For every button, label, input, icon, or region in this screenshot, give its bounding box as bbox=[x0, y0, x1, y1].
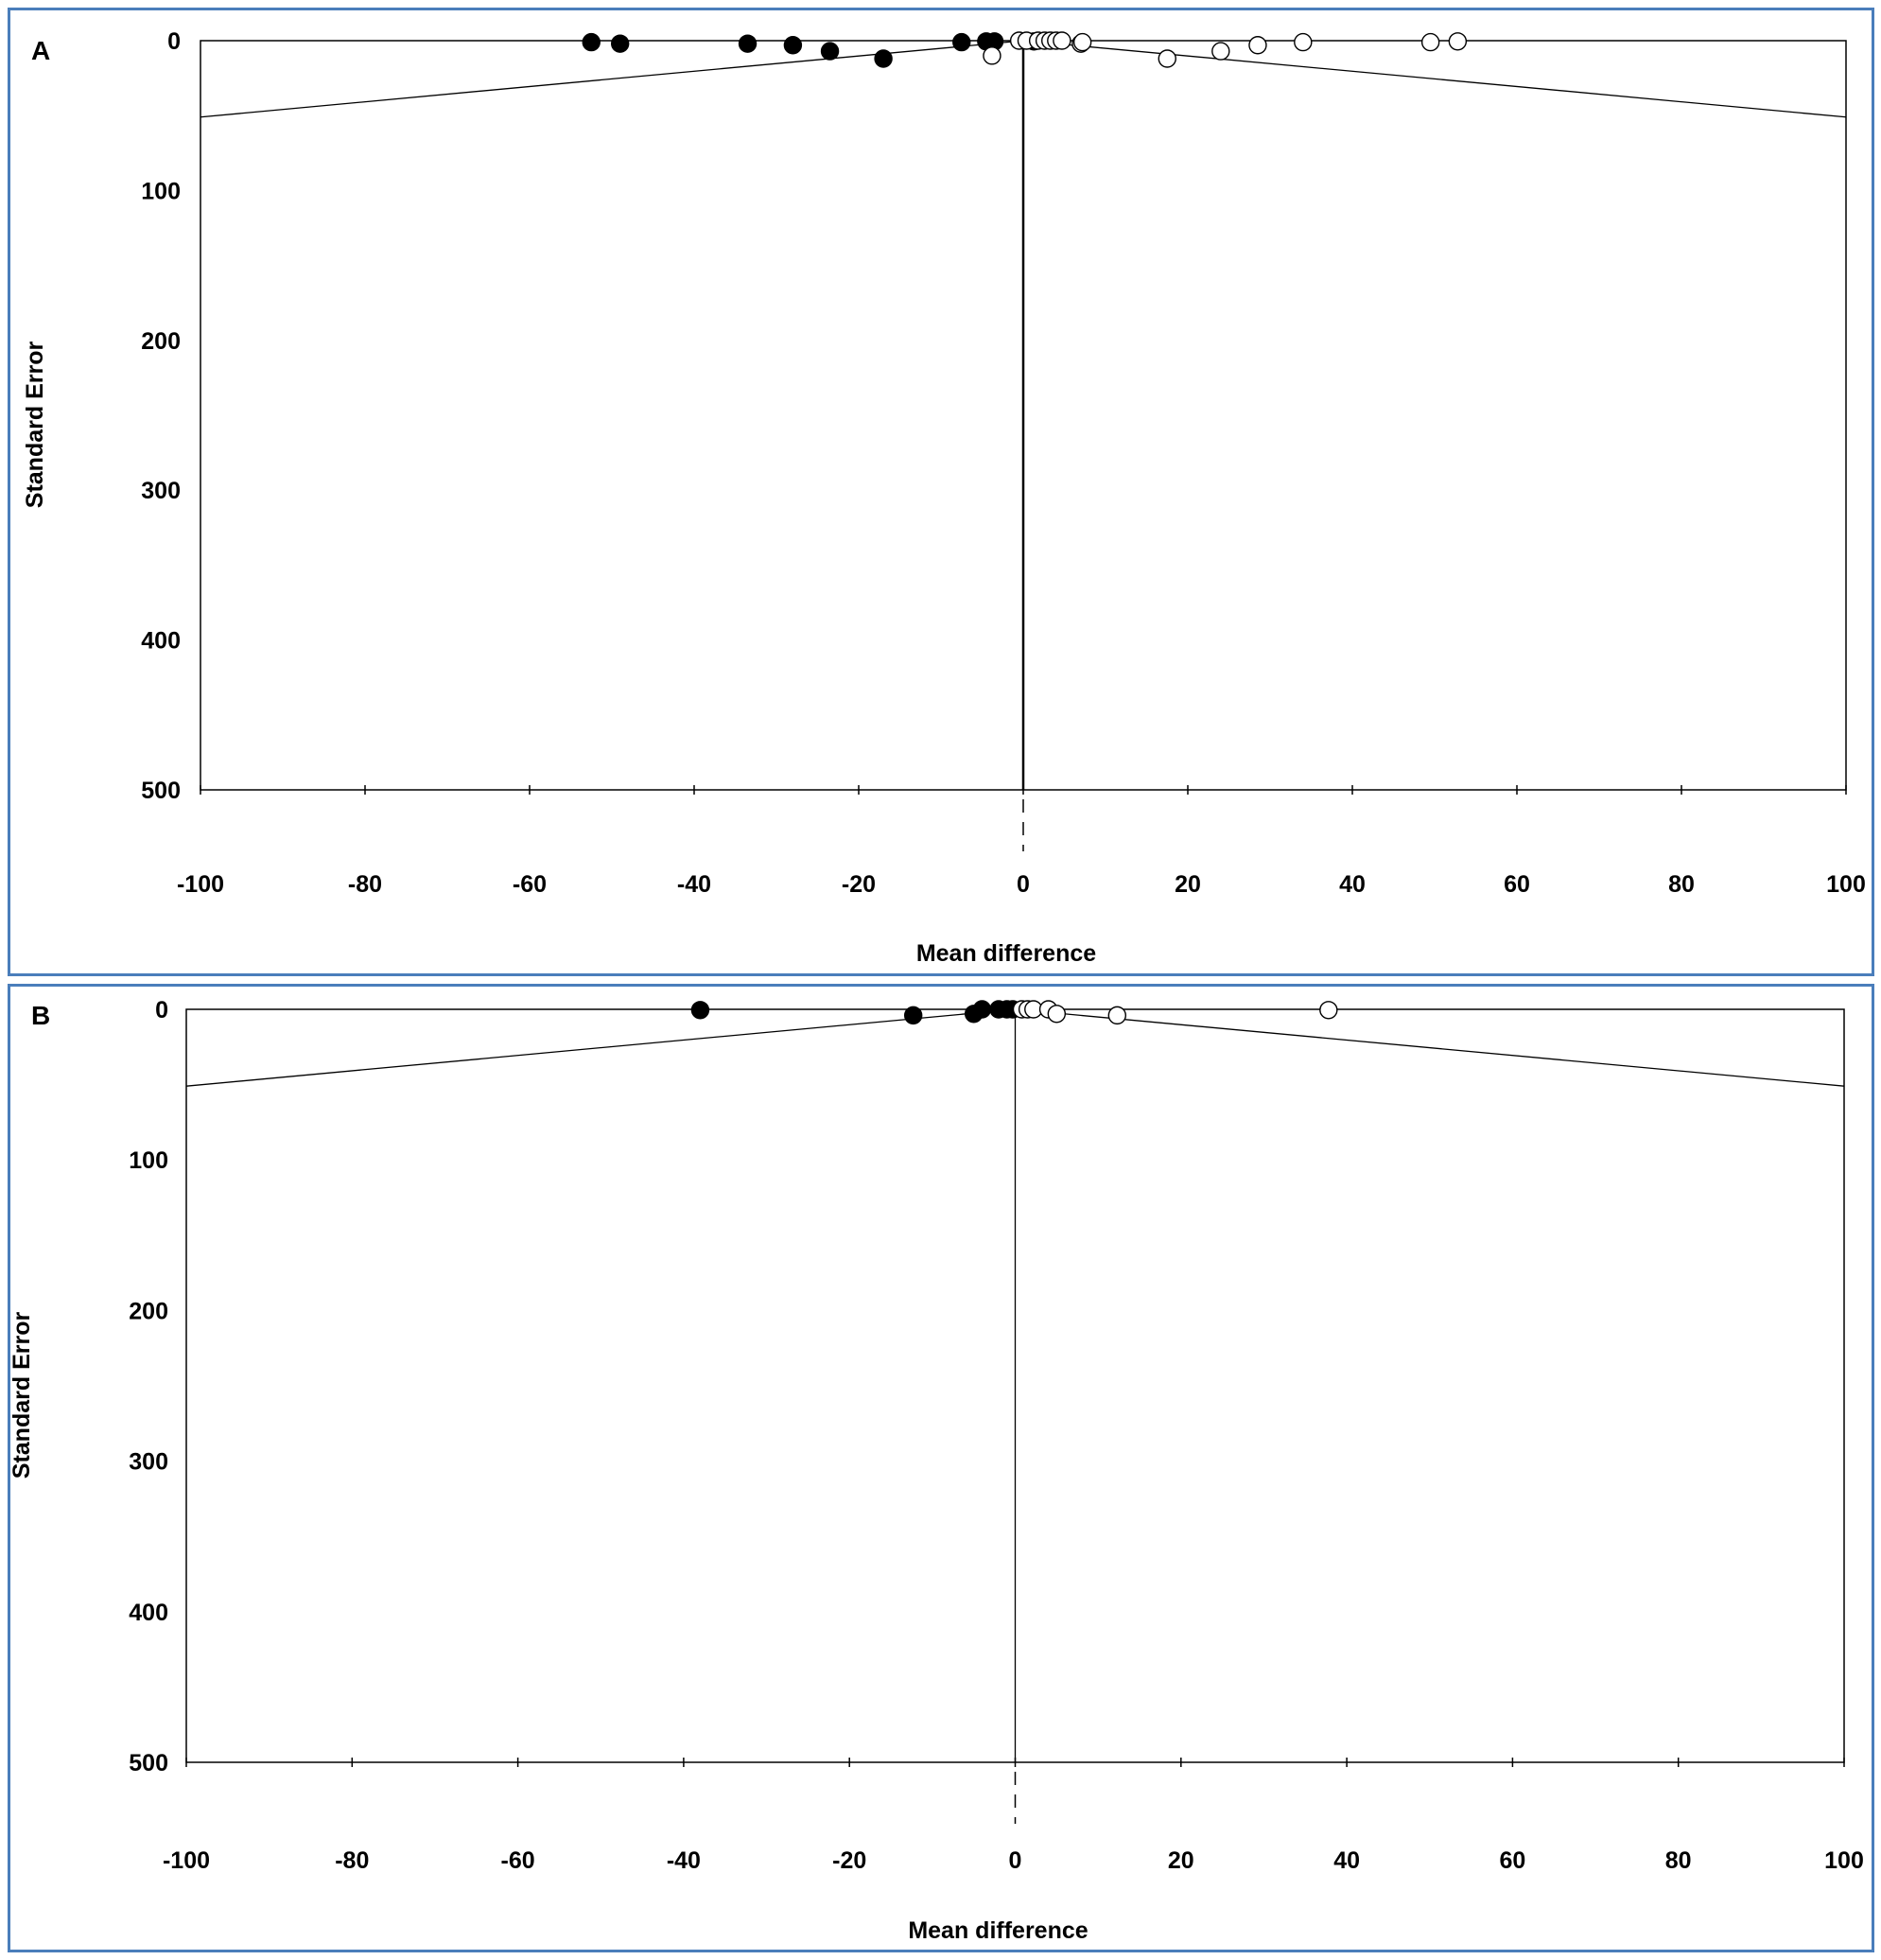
study-point-open bbox=[983, 46, 1001, 65]
study-point-open bbox=[1211, 42, 1230, 61]
study-point-filled bbox=[820, 42, 840, 61]
x-tick-label: 40 bbox=[1333, 1847, 1360, 1874]
y-axis-title: Standard Error bbox=[22, 341, 48, 509]
study-point-open bbox=[1294, 32, 1313, 52]
x-tick-label: 80 bbox=[1665, 1847, 1692, 1874]
x-tick-label: -20 bbox=[842, 871, 876, 898]
study-point-filled bbox=[952, 32, 971, 52]
panel-label: B bbox=[31, 1001, 50, 1030]
study-point-filled bbox=[783, 36, 803, 55]
y-tick-label: 100 bbox=[129, 1147, 168, 1174]
y-tick-label: 0 bbox=[167, 28, 181, 55]
funnel-plot-a-canvas: A -100 -80 -60 -40 -20 0 20 40 60 80 100 0 100 200 300 4… bbox=[22, 28, 1866, 967]
study-point-open bbox=[1053, 31, 1071, 50]
study-point-filled bbox=[611, 34, 630, 53]
x-tick-label: 100 bbox=[1826, 871, 1866, 898]
y-tick-label: 300 bbox=[141, 478, 181, 504]
y-tick-label: 0 bbox=[155, 997, 168, 1024]
x-tick-label: -60 bbox=[501, 1847, 535, 1874]
y-tick-label: 500 bbox=[141, 778, 181, 804]
study-point-filled bbox=[738, 34, 758, 53]
x-tick-label: -100 bbox=[163, 1847, 210, 1874]
x-tick-label: -80 bbox=[335, 1847, 369, 1874]
study-point-open bbox=[1107, 1006, 1127, 1025]
y-tick-label: 100 bbox=[141, 178, 181, 204]
study-point-filled bbox=[874, 49, 893, 68]
x-tick-label: -100 bbox=[177, 871, 224, 898]
x-axis-title: Mean difference bbox=[908, 1917, 1088, 1944]
study-point-open bbox=[1420, 32, 1440, 52]
study-point-open bbox=[1248, 36, 1267, 55]
study-point-open bbox=[1319, 1001, 1338, 1020]
study-point-filled bbox=[903, 1006, 923, 1025]
study-point-open bbox=[1072, 32, 1092, 52]
funnel-right-line bbox=[1022, 40, 1847, 118]
funnel-plot-a: A -100 -80 -60 -40 -20 0 20 40 60 80 100 0 100 200 300 4… bbox=[8, 8, 1874, 976]
study-point-open bbox=[1158, 49, 1176, 68]
panel-label: A bbox=[31, 36, 50, 65]
funnel-plot-b: B -100 -80 -60 -40 -20 0 20 40 60 80 100 0 100 200 300 4… bbox=[8, 984, 1874, 1952]
study-point-open bbox=[1047, 1005, 1067, 1024]
y-tick-label: 200 bbox=[141, 328, 181, 355]
x-tick-label: -40 bbox=[677, 871, 711, 898]
x-tick-label: 60 bbox=[1504, 871, 1530, 898]
x-tick-label: 40 bbox=[1339, 871, 1366, 898]
y-tick-label: 400 bbox=[141, 628, 181, 655]
x-axis-title: Mean difference bbox=[916, 940, 1096, 967]
funnel-plot-b-canvas: B -100 -80 -60 -40 -20 0 20 40 60 80 100 0 100 200 300 4… bbox=[10, 997, 1864, 1944]
y-tick-label: 500 bbox=[129, 1750, 168, 1776]
x-tick-label: -60 bbox=[513, 871, 547, 898]
funnel-right-line bbox=[1015, 1008, 1845, 1087]
y-axis-title: Standard Error bbox=[10, 1312, 35, 1479]
x-tick-label: -80 bbox=[348, 871, 382, 898]
y-tick-label: 200 bbox=[129, 1298, 168, 1324]
x-tick-label: 0 bbox=[1009, 1847, 1022, 1874]
x-tick-label: 20 bbox=[1175, 871, 1201, 898]
y-tick-label: 300 bbox=[129, 1449, 168, 1476]
funnel-left-line bbox=[185, 1008, 1016, 1087]
study-point-filled bbox=[690, 1001, 710, 1020]
study-point-filled bbox=[972, 1000, 992, 1019]
study-point-filled bbox=[582, 32, 601, 52]
x-tick-label: 100 bbox=[1824, 1847, 1864, 1874]
x-tick-label: -20 bbox=[832, 1847, 866, 1874]
x-tick-label: 0 bbox=[1017, 871, 1030, 898]
x-tick-label: -40 bbox=[667, 1847, 701, 1874]
x-tick-label: 20 bbox=[1168, 1847, 1194, 1874]
funnel-left-line bbox=[200, 40, 1024, 118]
x-tick-label: 80 bbox=[1668, 871, 1695, 898]
study-point-open bbox=[1448, 32, 1468, 51]
x-tick-label: 60 bbox=[1499, 1847, 1525, 1874]
y-tick-label: 400 bbox=[129, 1600, 168, 1626]
